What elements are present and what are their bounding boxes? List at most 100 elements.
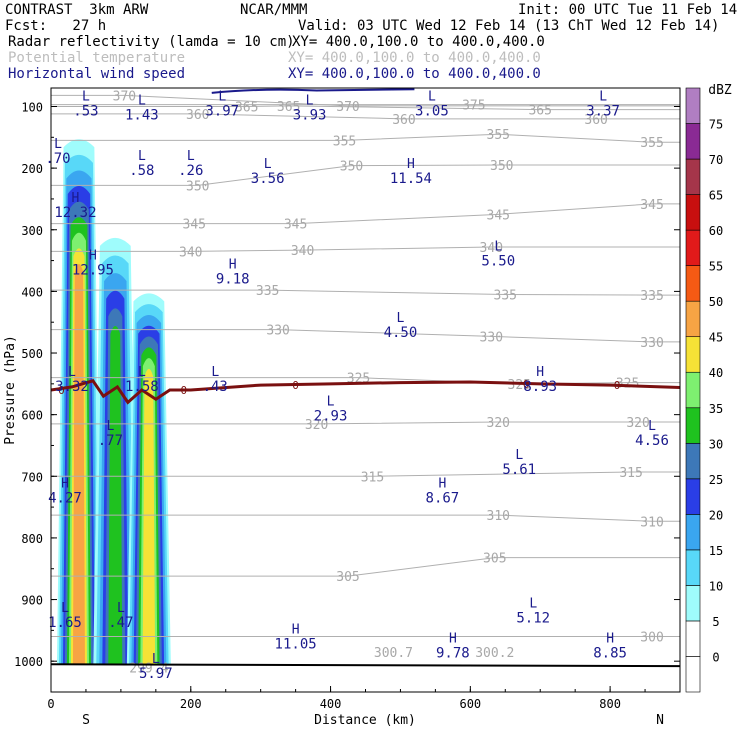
theta-label-8: 360	[584, 113, 607, 128]
wind-extremum-type-24: H	[438, 476, 446, 491]
colorbar-swatch-8	[685, 371, 701, 409]
field-theta-xy: XY= 400.0,100.0 to 400.0,400.0	[288, 50, 541, 66]
reflectivity-cell-2-30dbz	[108, 326, 123, 665]
theta-label-7: 365	[528, 104, 551, 119]
colorbar-swatch-2	[685, 585, 701, 622]
reflectivity-cell-3-30dbz	[138, 347, 160, 665]
wind-extremum-value-3: 3.93	[293, 108, 327, 124]
plot-frame	[50, 87, 681, 693]
wind-extremum-high-30: H9.78	[436, 632, 470, 662]
theta-label-21: 340	[480, 241, 503, 256]
wind-contour-top	[211, 88, 415, 94]
theta-contour-315	[51, 471, 680, 477]
wind-extremum-low-6: L.70	[45, 137, 70, 167]
y-tick-label-700: 700	[21, 470, 43, 484]
theta-label-25: 330	[266, 324, 289, 339]
wind-extremum-value-23: 5.61	[502, 462, 536, 478]
theta-label-6: 375	[462, 99, 485, 114]
wind-extremum-type-6: L	[54, 137, 62, 152]
reflectivity-cell-1-5dbz	[56, 139, 101, 665]
wind-extremum-low-17: L1.58	[125, 365, 159, 395]
theta-label-38: 305	[336, 570, 359, 585]
theta-label-40: 300	[640, 631, 663, 646]
wind-extremum-value-10: 11.54	[390, 171, 432, 187]
reflectivity-cell-1-40dbz	[70, 248, 87, 665]
colorbar-label-45: 45	[709, 331, 723, 345]
wind-extremum-type-29: H	[292, 622, 300, 637]
theta-contour-360	[51, 113, 680, 120]
wind-extremum-value-7: .58	[129, 163, 154, 179]
reflectivity-cell-3-35dbz	[140, 358, 158, 665]
colorbar-label-65: 65	[709, 189, 723, 203]
theta-label-37: 310	[640, 515, 663, 530]
wind-extremum-high-10: H11.54	[390, 157, 432, 187]
theta-label-39: 305	[483, 552, 506, 567]
wind-extremum-type-1: L	[138, 94, 146, 109]
wind-extremum-type-11: H	[72, 191, 80, 206]
theta-label-31: 320	[305, 418, 328, 433]
x-axis-title: Distance (km)	[314, 713, 416, 728]
wind-extremum-high-13: H12.95	[72, 248, 114, 278]
freezing-level-label-0: 0	[58, 384, 65, 397]
colorbar-label-10: 10	[709, 579, 723, 593]
wind-extremum-type-32: L	[152, 652, 160, 667]
wind-extremum-type-23: L	[515, 448, 523, 463]
wind-extremum-high-14: H9.18	[216, 258, 250, 288]
reflectivity-cell-1-20dbz	[62, 186, 95, 665]
wind-extremum-low-32: L5.97	[139, 652, 173, 682]
reflectivity-cell-3-10dbz	[129, 304, 169, 665]
wind-extremum-type-22: L	[648, 419, 656, 434]
colorbar-label-35: 35	[709, 402, 723, 416]
wind-extremum-type-7: L	[138, 149, 146, 164]
colorbar-swatch-4	[685, 514, 701, 551]
colorbar-label-75: 75	[709, 118, 723, 132]
field-wind-label: Horizontal wind speed	[8, 66, 186, 82]
ground-line	[51, 663, 680, 668]
wind-extremum-type-5: L	[599, 89, 607, 104]
reflectivity-cell-1-30dbz	[66, 217, 91, 665]
freezing-level-label-1: 0	[180, 384, 187, 397]
theta-contour-305	[51, 557, 680, 577]
reflectivity-cell-3-5dbz	[126, 293, 171, 665]
wind-extremum-type-9: L	[264, 157, 272, 172]
colorbar-label-20: 20	[709, 508, 723, 522]
x-tick-label-0: 0	[47, 697, 54, 711]
init-time: Init: 00 UTC Tue 11 Feb 14	[518, 2, 738, 18]
theta-label-14: 350	[490, 159, 513, 174]
field-wind-xy: XY= 400.0,100.0 to 400.0,400.0	[288, 66, 541, 82]
wind-extremum-low-15: L4.50	[384, 311, 418, 341]
valid-time: Valid: 03 UTC Wed 12 Feb 14 (13 ChT Wed …	[298, 18, 720, 34]
field-theta-label: Potential temperature	[8, 50, 186, 66]
colorbar-swatch-7	[685, 407, 701, 444]
theta-label-43: 299.4	[129, 661, 168, 676]
wind-extremum-low-18: L.43	[203, 365, 228, 395]
colorbar-swatch-10	[685, 300, 701, 338]
x-end-right: N	[656, 713, 664, 728]
theta-label-3: 365	[277, 100, 300, 115]
theta-label-29: 325	[508, 378, 531, 393]
wind-extremum-value-13: 12.95	[72, 262, 114, 278]
colorbar-swatch-11	[685, 265, 701, 302]
theta-contour-325	[51, 377, 680, 385]
reflectivity-cell-3-20dbz	[133, 325, 165, 665]
wind-extremum-value-30: 9.78	[436, 646, 470, 662]
theta-label-1: 360	[186, 108, 209, 123]
colorbar-label-60: 60	[709, 224, 723, 238]
wind-extremum-value-19: 8.93	[523, 379, 557, 395]
wind-extremum-value-20: 2.93	[314, 408, 348, 424]
theta-label-16: 345	[284, 218, 307, 233]
colorbar-label-50: 50	[709, 295, 723, 309]
forecast-hour: Fcst: 27 h	[5, 18, 107, 34]
wind-extremum-type-18: L	[211, 365, 219, 380]
theta-label-20: 340	[291, 244, 314, 259]
colorbar-label-70: 70	[709, 153, 723, 167]
wind-extremum-type-31: H	[606, 632, 614, 647]
wind-extremum-type-12: L	[494, 240, 502, 255]
x-end-left: S	[82, 713, 90, 728]
wind-extremum-type-4: L	[428, 89, 436, 104]
theta-label-30: 325	[616, 377, 639, 392]
wind-extremum-low-26: L1.65	[48, 601, 82, 631]
colorbar-label-55: 55	[709, 260, 723, 274]
theta-contour-340	[51, 246, 680, 252]
reflectivity-cell-1-45dbz	[72, 263, 85, 665]
